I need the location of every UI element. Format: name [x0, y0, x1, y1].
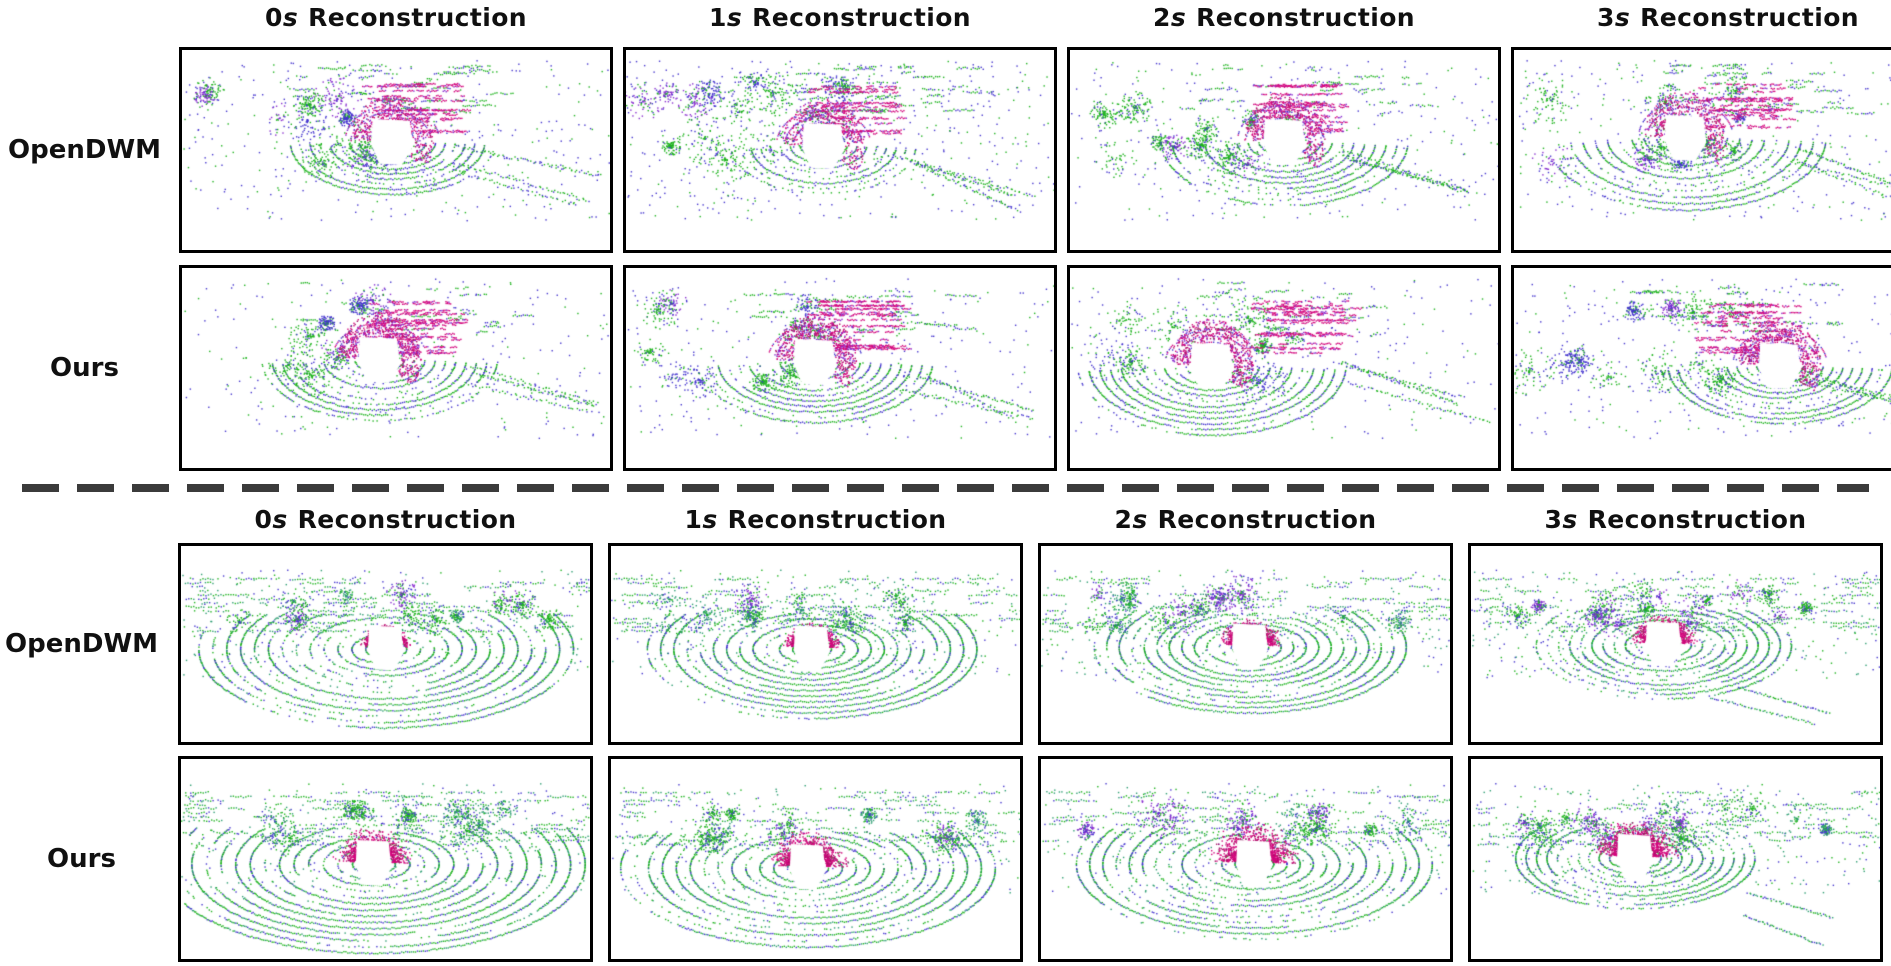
header-time-unit: s	[1132, 505, 1148, 534]
column-header-0s: 0s Reconstruction	[179, 3, 613, 32]
column-header-2s: 2s Reconstruction	[1038, 505, 1453, 534]
column-header-1s: 1s Reconstruction	[623, 3, 1057, 32]
row-label-ours: Ours	[47, 844, 116, 874]
header-text: Reconstruction	[752, 3, 971, 32]
header-time-number: 3	[1597, 3, 1615, 32]
header-text: Reconstruction	[308, 3, 527, 32]
header-time-unit: s	[1170, 3, 1187, 32]
header-text: Reconstruction	[297, 505, 517, 534]
header-text: Reconstruction	[1640, 3, 1859, 32]
header-time-number: 0	[254, 505, 273, 534]
header-text: Reconstruction	[1196, 3, 1415, 32]
pointcloud-canvas	[1070, 50, 1498, 250]
pointcloud-canvas	[1471, 759, 1880, 959]
header-time-number: 3	[1544, 505, 1563, 534]
pointcloud-canvas	[1471, 546, 1880, 742]
pointcloud-canvas	[1070, 268, 1498, 468]
panel-b2-ours-2s	[1038, 756, 1453, 962]
header-time-unit: s	[702, 505, 718, 534]
header-time-number: 0	[265, 3, 283, 32]
pointcloud-canvas	[611, 546, 1020, 742]
header-time-number: 1	[684, 505, 703, 534]
panel-b2-ours-1s	[608, 756, 1023, 962]
panel-b2-ours-0s	[178, 756, 593, 962]
column-header-2s: 2s Reconstruction	[1067, 3, 1501, 32]
panel-b1-ours-1s	[623, 265, 1057, 471]
header-time-unit: s	[272, 505, 288, 534]
pointcloud-canvas	[182, 268, 610, 468]
column-header-0s: 0s Reconstruction	[178, 505, 593, 534]
panel-b2-opendwm-1s	[608, 543, 1023, 745]
header-text: Reconstruction	[1587, 505, 1807, 534]
panel-b1-ours-2s	[1067, 265, 1501, 471]
panel-b1-opendwm-1s	[623, 47, 1057, 253]
panel-b2-ours-3s	[1468, 756, 1883, 962]
column-header-3s: 3s Reconstruction	[1511, 3, 1891, 32]
pointcloud-canvas	[1041, 759, 1450, 959]
header-time-unit: s	[282, 3, 299, 32]
pointcloud-canvas	[1514, 268, 1891, 468]
comparison-block-2: 0s Reconstruction 1s Reconstruction 2s Reco…	[0, 492, 1891, 962]
row-label-opendwm: OpenDWM	[8, 135, 161, 165]
header-time-unit: s	[1562, 505, 1578, 534]
panel-b2-opendwm-0s	[178, 543, 593, 745]
panel-grid-1: OpenDWM Ours	[0, 47, 1891, 471]
panel-b1-ours-3s	[1511, 265, 1891, 471]
header-time-unit: s	[726, 3, 743, 32]
header-time-number: 1	[709, 3, 727, 32]
header-text: Reconstruction	[727, 505, 947, 534]
column-headers-row-1: 0s Reconstruction 1s Reconstruction 2s Reco…	[0, 0, 1891, 47]
column-header-3s: 3s Reconstruction	[1468, 505, 1883, 534]
pointcloud-canvas	[626, 50, 1054, 250]
panel-grid-2: OpenDWM Ours	[0, 543, 1883, 962]
pointcloud-canvas	[181, 759, 590, 959]
pointcloud-canvas	[611, 759, 1020, 959]
block-separator-dashed-line	[22, 484, 1869, 492]
pointcloud-canvas	[181, 546, 590, 742]
comparison-block-1: 0s Reconstruction 1s Reconstruction 2s Reco…	[0, 0, 1891, 471]
pointcloud-canvas	[626, 268, 1054, 468]
panel-b1-opendwm-0s	[179, 47, 613, 253]
pointcloud-canvas	[1041, 546, 1450, 742]
row-label-opendwm: OpenDWM	[5, 629, 158, 659]
pointcloud-canvas	[182, 50, 610, 250]
panel-b2-opendwm-3s	[1468, 543, 1883, 745]
panel-b1-opendwm-3s	[1511, 47, 1891, 253]
panel-b1-opendwm-2s	[1067, 47, 1501, 253]
pointcloud-canvas	[1514, 50, 1891, 250]
row-label-ours: Ours	[50, 353, 119, 383]
header-time-number: 2	[1153, 3, 1171, 32]
panel-b2-opendwm-2s	[1038, 543, 1453, 745]
header-text: Reconstruction	[1157, 505, 1377, 534]
column-headers-row-2: 0s Reconstruction 1s Reconstruction 2s Reco…	[0, 492, 1883, 543]
header-time-unit: s	[1614, 3, 1631, 32]
header-time-number: 2	[1114, 505, 1133, 534]
panel-b1-ours-0s	[179, 265, 613, 471]
column-header-1s: 1s Reconstruction	[608, 505, 1023, 534]
